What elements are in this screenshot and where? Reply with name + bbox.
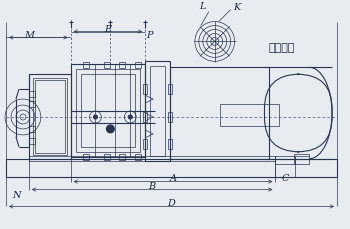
Bar — [29, 102, 35, 108]
Circle shape — [128, 115, 132, 120]
Text: K: K — [233, 3, 240, 12]
Text: P: P — [146, 31, 152, 40]
Text: C: C — [282, 173, 289, 182]
Bar — [168, 85, 172, 95]
Bar — [150, 67, 165, 156]
Text: D: D — [167, 198, 175, 207]
Bar — [29, 138, 35, 144]
Bar — [104, 154, 110, 160]
Bar — [29, 126, 35, 132]
Bar — [275, 156, 295, 164]
Bar — [170, 68, 270, 159]
Bar — [143, 112, 147, 123]
Bar — [71, 65, 145, 157]
Text: L: L — [199, 2, 206, 11]
Text: B: B — [149, 181, 156, 190]
Bar — [135, 63, 141, 69]
Text: M: M — [24, 31, 34, 40]
Text: 吸排气口: 吸排气口 — [268, 43, 295, 53]
Bar — [29, 156, 275, 161]
Bar — [220, 105, 279, 126]
Circle shape — [93, 115, 97, 120]
Bar — [143, 85, 147, 95]
Text: A: A — [169, 173, 176, 182]
Text: E: E — [104, 25, 111, 34]
Bar — [119, 154, 125, 160]
Bar — [80, 75, 135, 147]
Bar — [33, 79, 66, 155]
Bar — [29, 75, 71, 159]
Bar — [145, 62, 170, 161]
Bar — [29, 92, 35, 98]
Bar — [83, 154, 89, 160]
Bar — [168, 139, 172, 149]
Bar — [135, 154, 141, 160]
Bar — [35, 81, 65, 153]
Bar — [76, 70, 140, 152]
Bar — [83, 63, 89, 69]
Bar — [104, 63, 110, 69]
Circle shape — [106, 125, 114, 133]
Bar — [143, 139, 147, 149]
Bar — [6, 159, 337, 177]
Text: N: N — [12, 190, 20, 199]
Bar — [294, 154, 309, 164]
Bar — [119, 63, 125, 69]
Bar — [168, 112, 172, 123]
